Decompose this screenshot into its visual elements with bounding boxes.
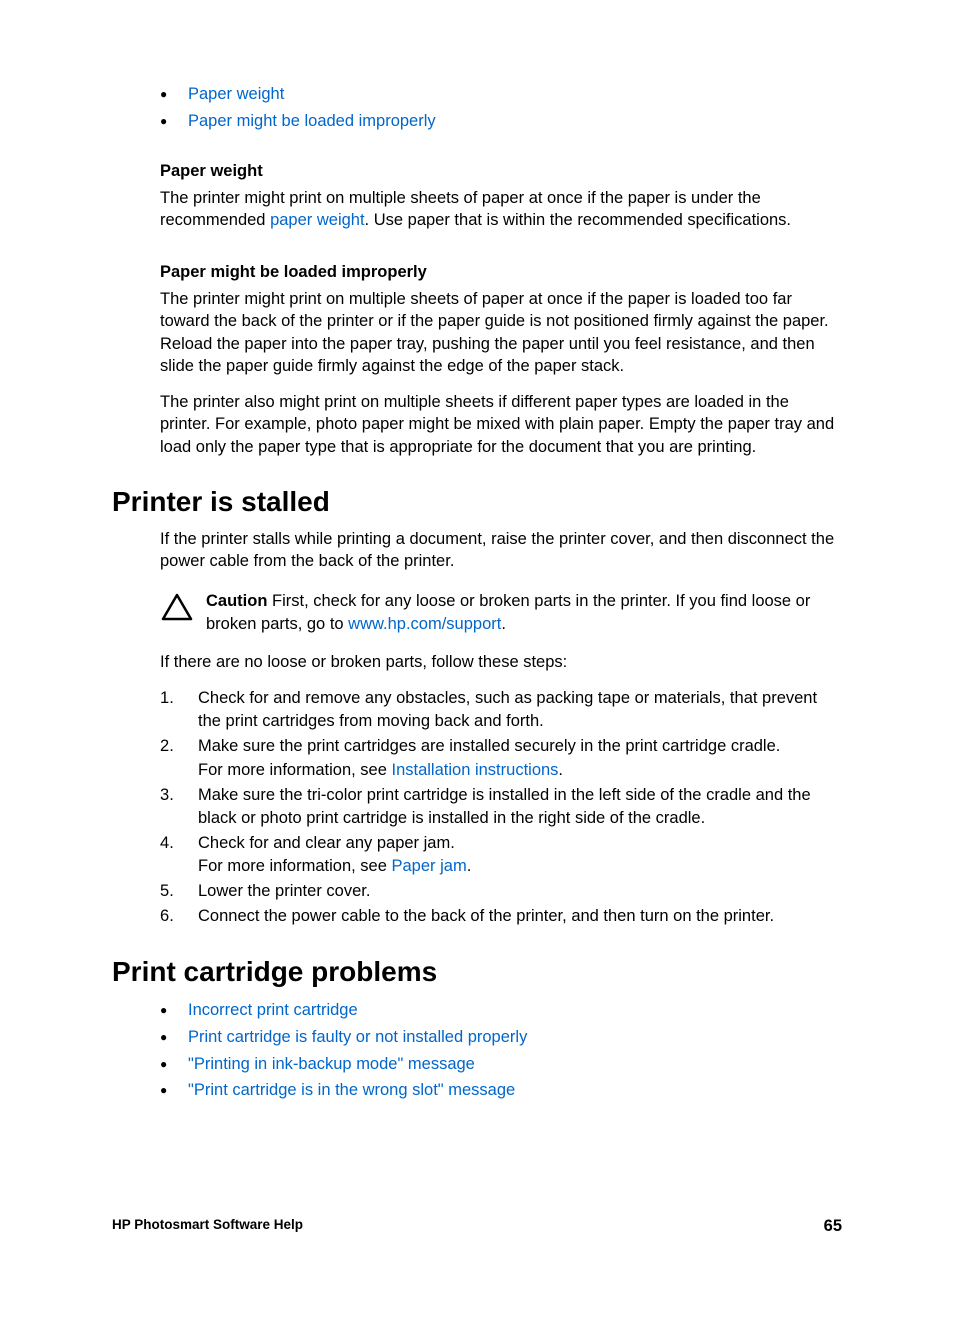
loaded-improperly-para2: The printer also might print on multiple… — [160, 391, 842, 458]
text-part: . Use paper that is within the recommend… — [365, 211, 791, 229]
paper-weight-heading: Paper weight — [160, 162, 842, 181]
wrong-slot-message-link[interactable]: "Print cartridge is in the wrong slot" m… — [188, 1081, 515, 1099]
step-item: Make sure the tri-color print cartridge … — [160, 784, 842, 830]
incorrect-cartridge-link[interactable]: Incorrect print cartridge — [188, 1001, 358, 1019]
document-page: Paper weight Paper might be loaded impro… — [0, 0, 954, 1103]
step-item: Make sure the print cartridges are insta… — [160, 735, 842, 781]
footer-title: HP Photosmart Software Help — [112, 1217, 303, 1236]
list-item: "Print cartridge is in the wrong slot" m… — [160, 1078, 842, 1103]
list-item: Paper might be loaded improperly — [160, 109, 842, 134]
step-text: For more information, see — [198, 857, 392, 875]
list-item: "Printing in ink-backup mode" message — [160, 1052, 842, 1077]
paper-weight-link[interactable]: Paper weight — [188, 85, 284, 103]
loaded-improperly-para1: The printer might print on multiple shee… — [160, 288, 842, 377]
caution-body-part2: . — [501, 615, 506, 633]
hp-support-link[interactable]: www.hp.com/support — [348, 615, 501, 633]
step-item: Check for and remove any obstacles, such… — [160, 687, 842, 733]
step-item: Connect the power cable to the back of t… — [160, 905, 842, 928]
top-link-list: Paper weight Paper might be loaded impro… — [160, 82, 842, 134]
loaded-improperly-link[interactable]: Paper might be loaded improperly — [188, 112, 436, 130]
list-item: Print cartridge is faulty or not install… — [160, 1025, 842, 1050]
loaded-improperly-heading: Paper might be loaded improperly — [160, 263, 842, 282]
faulty-cartridge-link[interactable]: Print cartridge is faulty or not install… — [188, 1028, 527, 1046]
step-text: For more information, see — [198, 761, 392, 779]
steps-list: Check for and remove any obstacles, such… — [160, 687, 842, 928]
step-text: Connect the power cable to the back of t… — [198, 907, 774, 925]
paper-weight-inline-link[interactable]: paper weight — [270, 211, 364, 229]
caution-text: Caution First, check for any loose or br… — [206, 590, 842, 635]
printer-stalled-heading: Printer is stalled — [112, 486, 842, 518]
step-text: Check for and remove any obstacles, such… — [198, 689, 817, 730]
printer-stalled-intro: If the printer stalls while printing a d… — [160, 528, 842, 573]
step-text: Make sure the tri-color print cartridge … — [198, 786, 811, 827]
print-cartridge-problems-heading: Print cartridge problems — [112, 956, 842, 988]
paper-jam-link[interactable]: Paper jam — [392, 857, 467, 875]
step-text: Make sure the print cartridges are insta… — [198, 737, 780, 755]
paper-weight-paragraph: The printer might print on multiple shee… — [160, 187, 842, 232]
step-text: Check for and clear any paper jam. — [198, 834, 455, 852]
step-item: Lower the printer cover. — [160, 880, 842, 903]
step-item: Check for and clear any paper jam. For m… — [160, 832, 842, 878]
cartridge-problems-list: Incorrect print cartridge Print cartridg… — [160, 998, 842, 1103]
caution-box: Caution First, check for any loose or br… — [160, 590, 842, 635]
steps-intro: If there are no loose or broken parts, f… — [160, 651, 842, 673]
list-item: Incorrect print cartridge — [160, 998, 842, 1023]
step-text: . — [558, 761, 563, 779]
step-text: . — [467, 857, 472, 875]
installation-instructions-link[interactable]: Installation instructions — [392, 761, 559, 779]
list-item: Paper weight — [160, 82, 842, 107]
page-footer: HP Photosmart Software Help 65 — [112, 1217, 842, 1236]
caution-triangle-icon — [160, 592, 194, 627]
step-text: Lower the printer cover. — [198, 882, 370, 900]
ink-backup-message-link[interactable]: "Printing in ink-backup mode" message — [188, 1055, 475, 1073]
page-number: 65 — [824, 1217, 842, 1236]
caution-label: Caution — [206, 592, 267, 610]
caution-body-part1: First, check for any loose or broken par… — [206, 592, 810, 632]
